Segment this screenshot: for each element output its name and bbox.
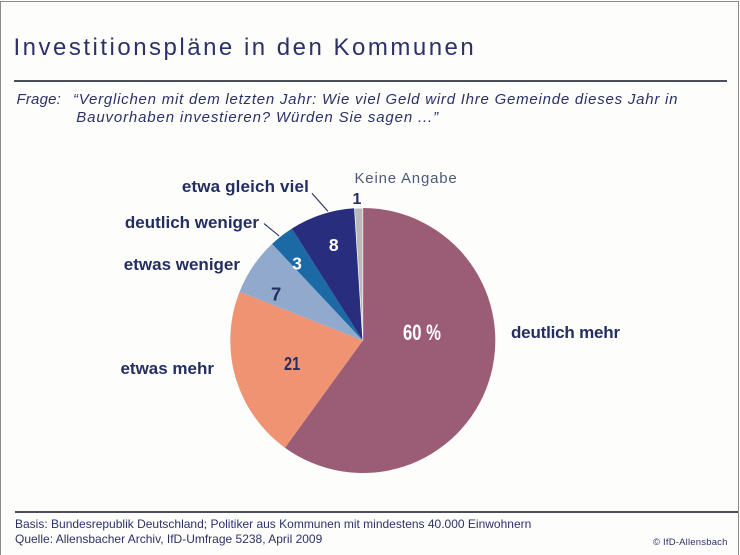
svg-text:21: 21 [284, 353, 300, 374]
svg-text:60 %: 60 % [403, 320, 441, 345]
svg-text:3: 3 [292, 254, 302, 274]
svg-text:7: 7 [271, 284, 281, 305]
svg-text:8: 8 [329, 235, 339, 255]
svg-text:1: 1 [353, 191, 362, 208]
